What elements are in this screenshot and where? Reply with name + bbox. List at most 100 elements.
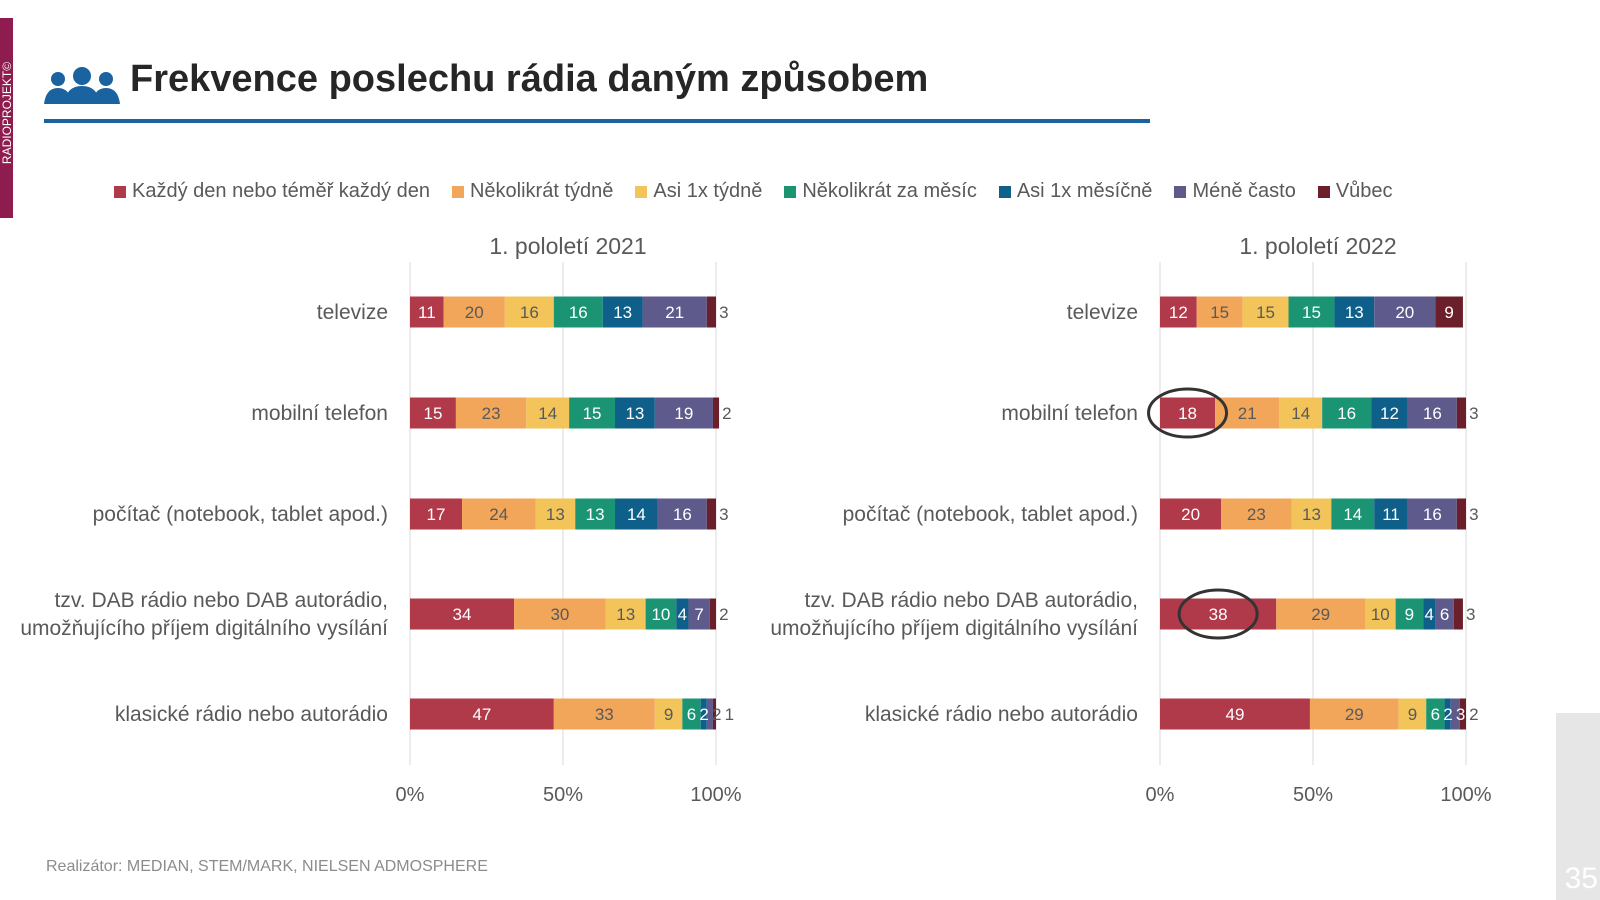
bar-segment [1450,698,1460,730]
data-label: 29 [1311,605,1330,624]
category-label: mobilní telefon [1001,402,1138,425]
legend-swatch [114,185,126,198]
data-label: 3 [719,505,728,524]
category-label: umožňujícího příjem digitálního vysílání [770,617,1138,640]
bar-segment [1423,598,1436,630]
bar-segment [1407,498,1457,530]
data-label: 15 [1210,303,1229,322]
data-label: 9 [1405,605,1414,624]
bar-segment [410,498,463,530]
category-label: počítač (notebook, tablet apod.) [843,503,1138,526]
data-label: 3 [719,303,728,322]
bar-segment [455,397,527,429]
data-label: 16 [1423,505,1442,524]
data-label: 6 [687,705,696,724]
data-label: 3 [1469,505,1478,524]
bar-segment [1426,698,1445,730]
data-label: 2 [712,705,721,724]
data-label: 13 [586,505,605,524]
data-label: 6 [1431,705,1440,724]
bar-segment [615,498,658,530]
bar-segment [1160,698,1310,730]
data-label: 15 [1302,303,1321,322]
category-label: televize [1067,301,1138,324]
data-label: 13 [625,404,644,423]
legend-label: Asi 1x týdně [653,180,763,202]
category-label: tzv. DAB rádio nebo DAB autorádio, [805,589,1138,612]
data-label: 2 [699,705,708,724]
data-label: 49 [1226,705,1245,724]
category-label: počítač (notebook, tablet apod.) [93,503,388,526]
data-label: 20 [1395,303,1414,322]
bar-segment [514,598,606,630]
category-label: tzv. DAB rádio nebo DAB autorádio, [55,589,388,612]
legend-swatch [635,185,648,198]
legend-item: Několikrát za měsíc [784,180,977,203]
data-label: 4 [678,605,687,624]
x-tick-label: 0% [396,784,425,806]
bar-segment [700,698,707,730]
legend-label: Každý den nebo téměř každý den [132,180,430,202]
data-label: 15 [583,404,602,423]
data-label: 13 [1302,505,1321,524]
data-label: 10 [651,605,670,624]
data-label: 16 [1423,404,1442,423]
bar-segment [553,296,603,328]
bar-segment [410,397,456,429]
data-label: 14 [1291,404,1310,423]
data-label: 12 [1380,404,1399,423]
bar-segment [654,397,713,429]
bar-segment [1221,498,1292,530]
bar-segment [410,296,444,328]
data-label: 34 [453,605,472,624]
chart-title: 1. pololetí 2022 [1239,233,1396,259]
data-label: 7 [694,605,703,624]
data-label: 33 [595,705,614,724]
bar-segment [526,397,570,429]
bar-segment [1322,397,1372,429]
data-label: 16 [673,505,692,524]
data-label: 3 [1466,605,1475,624]
data-label: 9 [664,705,673,724]
x-tick-label: 100% [1440,784,1491,806]
data-label: 47 [472,705,491,724]
bar-segment [1398,698,1427,730]
bar-segment [706,698,713,730]
legend-swatch [451,185,464,198]
bar-segment [682,698,701,730]
bar-segment [712,397,720,429]
legend-swatch [784,185,797,198]
bar-segment [1309,698,1399,730]
x-tick-label: 100% [690,784,741,806]
data-label: 2 [719,605,728,624]
data-label: 21 [1238,404,1257,423]
x-tick-label: 0% [1146,784,1175,806]
chart-title: 1. pololetí 2021 [489,233,646,259]
bar-segment [1291,498,1332,530]
bar-segment [1331,498,1375,530]
category-label: televize [317,301,388,324]
bar-segment [602,296,643,328]
bar-segment [1279,397,1323,429]
chart-legend: Každý den nebo téměř každý den Několikrát… [114,180,1393,203]
category-label: klasické rádio nebo autorádio [865,703,1138,726]
legend-label: Vůbec [1335,180,1393,202]
data-label: 16 [1337,404,1356,423]
data-label: 13 [1345,303,1364,322]
data-label: 19 [674,404,693,423]
category-label: klasické rádio nebo autorádio [115,703,388,726]
page-title: Frekvence poslechu rádia daným způsobem [130,58,929,100]
data-label: 14 [1343,505,1362,524]
bar-segment [605,598,646,630]
bar-segment [1160,296,1197,328]
legend-swatch [1174,185,1187,198]
data-label: 9 [1408,705,1417,724]
data-label: 38 [1209,605,1228,624]
bar-segment [1374,498,1408,530]
data-label: 24 [489,505,508,524]
bar-segment [1456,498,1466,530]
data-label: 13 [613,303,632,322]
legend-item: Vůbec [1317,180,1393,203]
data-label: 11 [418,303,436,322]
bar-segment [1242,296,1289,328]
